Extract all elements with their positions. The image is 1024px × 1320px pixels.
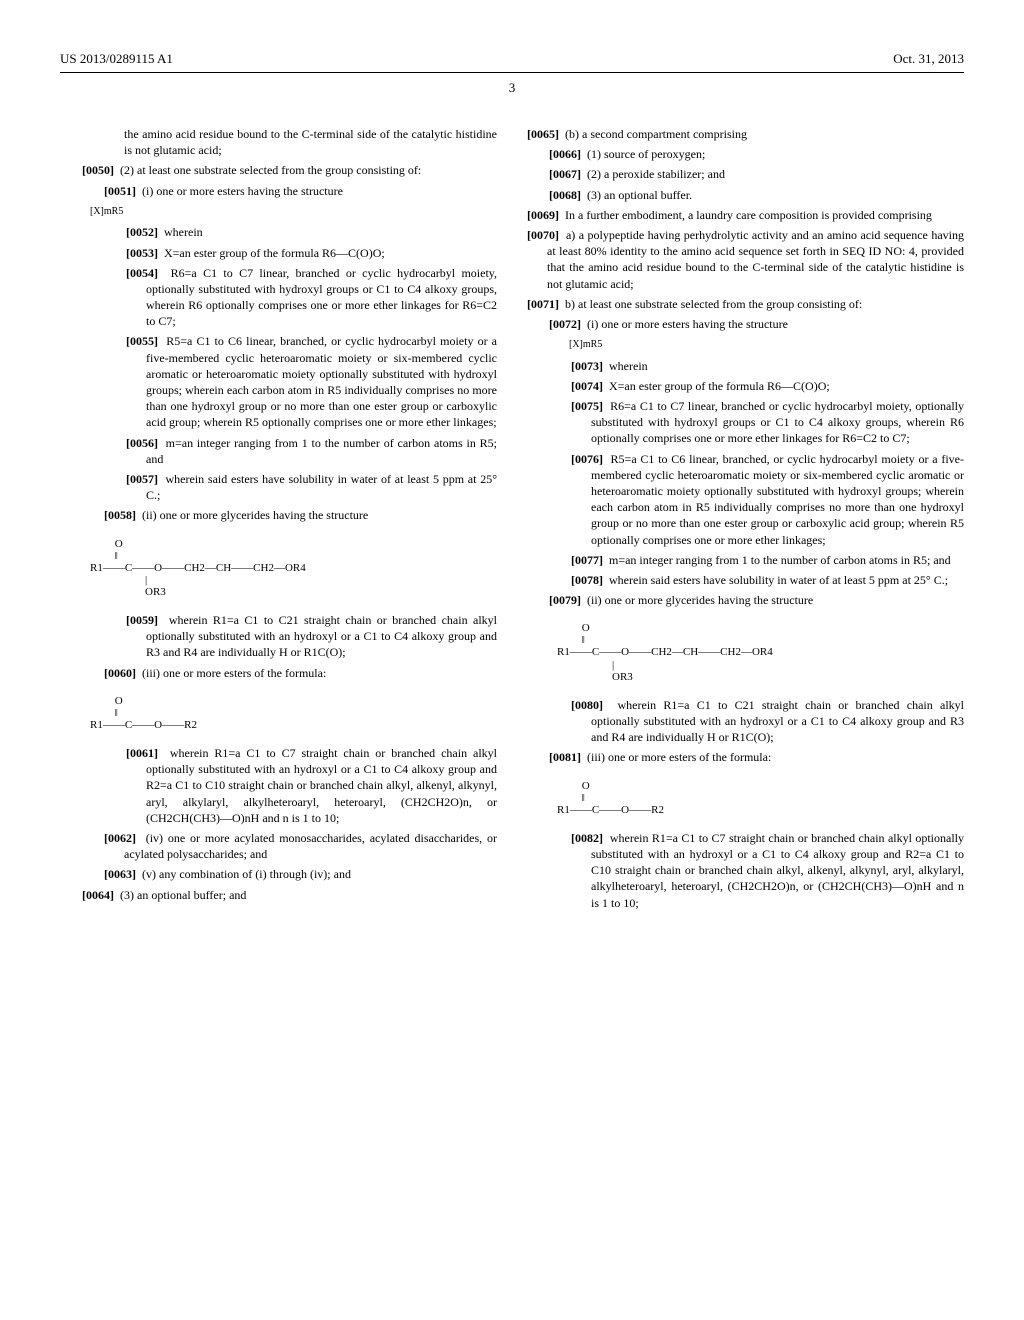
p0066: [0066] (1) source of peroxygen;: [527, 146, 964, 162]
pub-number: US 2013/0289115 A1: [60, 50, 173, 68]
p0052: [0052] wherein: [60, 224, 497, 240]
p0054: [0054] R6=a C1 to C7 linear, branched or…: [60, 265, 497, 330]
p0082: [0082] wherein R1=a C1 to C7 straight ch…: [527, 830, 964, 911]
p0061: [0061] wherein R1=a C1 to C7 straight ch…: [60, 745, 497, 826]
p0063-text: (v) any combination of (i) through (iv);…: [142, 867, 351, 881]
p0059: [0059] wherein R1=a C1 to C21 straight c…: [60, 612, 497, 661]
p0074: [0074] X=an ester group of the formula R…: [527, 378, 964, 394]
p0067-text: (2) a peroxide stabilizer; and: [587, 167, 725, 181]
p0077: [0077] m=an integer ranging from 1 to th…: [527, 552, 964, 568]
content-columns: the amino acid residue bound to the C-te…: [60, 126, 964, 915]
p0051-text: (i) one or more esters having the struct…: [142, 184, 343, 198]
p0078: [0078] wherein said esters have solubili…: [527, 572, 964, 588]
p0072-text: (i) one or more esters having the struct…: [587, 317, 788, 331]
page-header: US 2013/0289115 A1 Oct. 31, 2013: [60, 50, 964, 73]
p0074-text: X=an ester group of the formula R6—C(O)O…: [609, 379, 830, 393]
p0064-text: (3) an optional buffer; and: [120, 888, 246, 902]
p0079: [0079] (ii) one or more glycerides havin…: [527, 592, 964, 608]
p0076: [0076] R5=a C1 to C6 linear, branched, o…: [527, 451, 964, 548]
p0068: [0068] (3) an optional buffer.: [527, 187, 964, 203]
p0081: [0081] (iii) one or more esters of the f…: [527, 749, 964, 765]
p0081-text: (iii) one or more esters of the formula:: [587, 750, 771, 764]
p0062-text: (iv) one or more acylated monosaccharide…: [124, 831, 497, 861]
p0077-text: m=an integer ranging from 1 to the numbe…: [609, 553, 951, 567]
page-number: 3: [60, 79, 964, 97]
p0065-text: (b) a second compartment comprising: [565, 127, 747, 141]
p0050: [0050] (2) at least one substrate select…: [60, 162, 497, 178]
p0056-text: m=an integer ranging from 1 to the numbe…: [146, 436, 497, 466]
p0073-text: wherein: [609, 359, 648, 373]
p0076-text: R5=a C1 to C6 linear, branched, or cycli…: [591, 452, 964, 547]
p0058: [0058] (ii) one or more glycerides havin…: [60, 507, 497, 523]
pub-date: Oct. 31, 2013: [893, 50, 964, 68]
p0054-text: R6=a C1 to C7 linear, branched or cyclic…: [146, 266, 497, 329]
p0060-text: (iii) one or more esters of the formula:: [142, 666, 326, 680]
formula-xmr5-right: [X]mR5: [569, 338, 964, 352]
p0067: [0067] (2) a peroxide stabilizer; and: [527, 166, 964, 182]
formula-glyceride-left: O ‖ R1——C——O——CH2—CH——CH2—OR4 | OR3: [90, 538, 497, 598]
p0056: [0056] m=an integer ranging from 1 to th…: [60, 435, 497, 467]
p0073: [0073] wherein: [527, 358, 964, 374]
p0062: [0062] (iv) one or more acylated monosac…: [60, 830, 497, 862]
p0057-text: wherein said esters have solubility in w…: [146, 472, 497, 502]
formula-glyceride-right: O ‖ R1——C——O——CH2—CH——CH2—OR4 | OR3: [557, 622, 964, 682]
p0065: [0065] (b) a second compartment comprisi…: [527, 126, 964, 142]
p0072: [0072] (i) one or more esters having the…: [527, 316, 964, 332]
p0057: [0057] wherein said esters have solubili…: [60, 471, 497, 503]
p0082-text: wherein R1=a C1 to C7 straight chain or …: [591, 831, 964, 910]
p0055: [0055] R5=a C1 to C6 linear, branched, o…: [60, 333, 497, 430]
p0079-text: (ii) one or more glycerides having the s…: [587, 593, 813, 607]
p0068-text: (3) an optional buffer.: [587, 188, 692, 202]
formula-ester-right: O ‖ R1——C——O——R2: [557, 780, 964, 816]
formula-xmr5-left: [X]mR5: [90, 205, 497, 219]
p0061-text: wherein R1=a C1 to C7 straight chain or …: [146, 746, 497, 825]
p0070: [0070] a) a polypeptide having perhydrol…: [527, 227, 964, 292]
p0051: [0051] (i) one or more esters having the…: [60, 183, 497, 199]
p0059-text: wherein R1=a C1 to C21 straight chain or…: [146, 613, 497, 659]
p0070-text: a) a polypeptide having perhydrolytic ac…: [547, 228, 964, 291]
p0075: [0075] R6=a C1 to C7 linear, branched or…: [527, 398, 964, 447]
p0078-text: wherein said esters have solubility in w…: [609, 573, 948, 587]
p0058-text: (ii) one or more glycerides having the s…: [142, 508, 368, 522]
formula-ester-left: O ‖ R1——C——O——R2: [90, 695, 497, 731]
p0050-text: (2) at least one substrate selected from…: [120, 163, 421, 177]
p0055-text: R5=a C1 to C6 linear, branched, or cycli…: [146, 334, 497, 429]
p0075-text: R6=a C1 to C7 linear, branched or cyclic…: [591, 399, 964, 445]
right-column: [0065] (b) a second compartment comprisi…: [527, 126, 964, 915]
p0066-text: (1) source of peroxygen;: [587, 147, 705, 161]
p0053: [0053] X=an ester group of the formula R…: [60, 245, 497, 261]
p0071-text: b) at least one substrate selected from …: [565, 297, 862, 311]
p0053-text: X=an ester group of the formula R6—C(O)O…: [164, 246, 385, 260]
p0080-text: wherein R1=a C1 to C21 straight chain or…: [591, 698, 964, 744]
p0063: [0063] (v) any combination of (i) throug…: [60, 866, 497, 882]
left-column: the amino acid residue bound to the C-te…: [60, 126, 497, 915]
intro-continuation: the amino acid residue bound to the C-te…: [60, 126, 497, 158]
p0064: [0064] (3) an optional buffer; and: [60, 887, 497, 903]
p0069: [0069] In a further embodiment, a laundr…: [527, 207, 964, 223]
p0052-text: wherein: [164, 225, 203, 239]
p0060: [0060] (iii) one or more esters of the f…: [60, 665, 497, 681]
p0071: [0071] b) at least one substrate selecte…: [527, 296, 964, 312]
p0069-text: In a further embodiment, a laundry care …: [565, 208, 932, 222]
p0080: [0080] wherein R1=a C1 to C21 straight c…: [527, 697, 964, 746]
